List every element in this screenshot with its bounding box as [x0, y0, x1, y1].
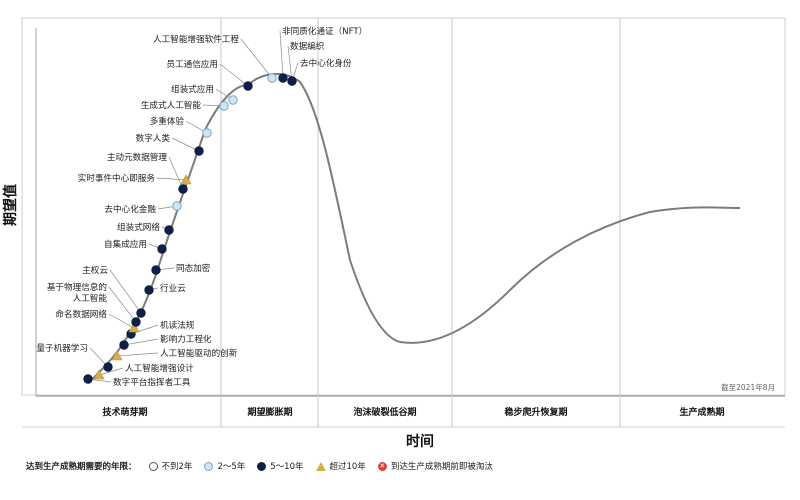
technology-label: 人工智能增强设计 [125, 362, 194, 374]
light-blue-circle-marker [202, 128, 212, 138]
legend-item: 2～5年 [204, 460, 245, 472]
light-blue-circle-marker [267, 73, 277, 83]
navy-circle-marker [151, 265, 161, 275]
legend-label: 2～5年 [217, 462, 246, 472]
navy-circle-marker [144, 285, 154, 295]
leader-line [287, 45, 293, 82]
legend-label: 不到2年 [161, 462, 193, 472]
navy-circle-icon [257, 461, 267, 471]
navy-circle-marker [83, 374, 93, 384]
technology-label: 组装式应用 [171, 83, 214, 95]
phase-label-trigger: 技术萌芽期 [102, 406, 147, 418]
legend-label: 5～10年 [270, 462, 304, 472]
navy-circle-marker [131, 317, 141, 327]
technology-label: 数据编织 [290, 40, 325, 52]
hype-curve [87, 73, 741, 384]
technology-label: 行业云 [160, 282, 186, 294]
leader-line [279, 30, 284, 79]
light-blue-circle-marker [228, 95, 238, 105]
technology-label: 自集成应用 [104, 238, 147, 250]
y-axis-title: 期望值 [2, 184, 19, 226]
legend-item: ✕ 到达生产成熟期前即被淘汰 [377, 460, 493, 472]
technology-label: 实时事件中心即服务 [78, 172, 156, 184]
technology-label: 数字人类 [136, 132, 171, 144]
plot-frame [21, 17, 786, 396]
navy-circle-marker [136, 308, 146, 318]
legend-item: 5～10年 [257, 460, 304, 472]
leader-line [116, 352, 159, 357]
leader-line [240, 38, 273, 79]
technology-label: 同态加密 [176, 262, 211, 274]
legend-item: 超过10年 [315, 460, 366, 472]
legend-title: 达到生产成熟期需要的年限： [26, 462, 137, 472]
technology-label: 机读法规 [160, 319, 195, 331]
gold-triangle-icon [315, 461, 326, 471]
gold-triangle-marker [93, 369, 105, 380]
gold-triangle-marker [180, 174, 192, 185]
phase-label-peak: 期望膨胀期 [247, 406, 292, 418]
legend-label: 到达生产成熟期前即被淘汰 [390, 462, 493, 472]
hollow-circle-icon [148, 461, 158, 471]
date-note: 截至2021年8月 [721, 382, 775, 392]
technology-label: 员工通信应用 [166, 58, 218, 70]
technology-label: 生成式人工智能 [141, 99, 202, 111]
technology-label: 数字平台指挥者工具 [113, 376, 191, 388]
light-blue-circle-marker [172, 201, 182, 211]
legend-label: 超过10年 [329, 462, 366, 472]
light-blue-circle-icon [204, 461, 214, 471]
phase-label-plateau: 生产成熟期 [679, 406, 724, 418]
navy-circle-marker [178, 184, 188, 194]
technology-markers: 数字平台指挥者工具 人工智能增强设计 量子机器学习 人工智能驱动的创新影响力工程化机读… [36, 25, 367, 388]
phase-label-slope: 稳步爬升恢复期 [504, 406, 567, 418]
leader-line [108, 286, 137, 323]
navy-circle-marker [278, 73, 288, 83]
leader-line [168, 156, 184, 190]
legend-item: 不到2年 [148, 460, 193, 472]
technology-label: 主权云 [82, 264, 108, 276]
technology-label: 命名数据网络 [55, 308, 107, 320]
navy-circle-marker [164, 225, 174, 235]
light-blue-circle-marker [219, 101, 229, 111]
leader-line [156, 177, 187, 181]
legend: 达到生产成熟期需要的年限： 不到2年 2～5年 5～10年 超过10年 ✕ 到达… [26, 458, 493, 474]
technology-label: 人工智能增强软件工程 [153, 33, 239, 45]
leader-line [219, 63, 249, 87]
technology-label: 去中心化金融 [104, 203, 156, 215]
gold-triangle-marker [128, 322, 140, 333]
navy-circle-marker [157, 244, 167, 254]
technology-label: 基于物理信息的人工智能 [47, 281, 108, 304]
leader-line [171, 137, 200, 152]
technology-label: 组装式网络 [117, 221, 160, 233]
technology-label: 影响力工程化 [160, 333, 212, 345]
x-axis-title: 时间 [406, 433, 434, 450]
leader-line [98, 367, 124, 376]
technology-label: 主动元数据管理 [107, 151, 168, 163]
navy-circle-marker [243, 81, 253, 91]
leader-line [108, 313, 135, 329]
leader-line [123, 338, 159, 346]
technology-label: 非同质化通证（NFT） [282, 25, 367, 37]
technology-label: 人工智能驱动的创新 [160, 347, 238, 359]
phase-label-trough: 泡沫破裂低谷期 [353, 406, 416, 418]
gold-triangle-marker [111, 350, 123, 361]
red-x-circle-icon: ✕ [377, 461, 387, 471]
technology-label: 去中心化身份 [300, 57, 352, 69]
navy-circle-marker [103, 362, 113, 372]
navy-circle-marker [119, 340, 129, 350]
leader-line [109, 269, 142, 314]
leader-line [130, 324, 159, 335]
technology-label: 量子机器学习 [36, 342, 88, 354]
technology-label: 多重体验 [150, 115, 185, 127]
navy-circle-marker [194, 146, 204, 156]
navy-circle-marker [287, 76, 297, 86]
